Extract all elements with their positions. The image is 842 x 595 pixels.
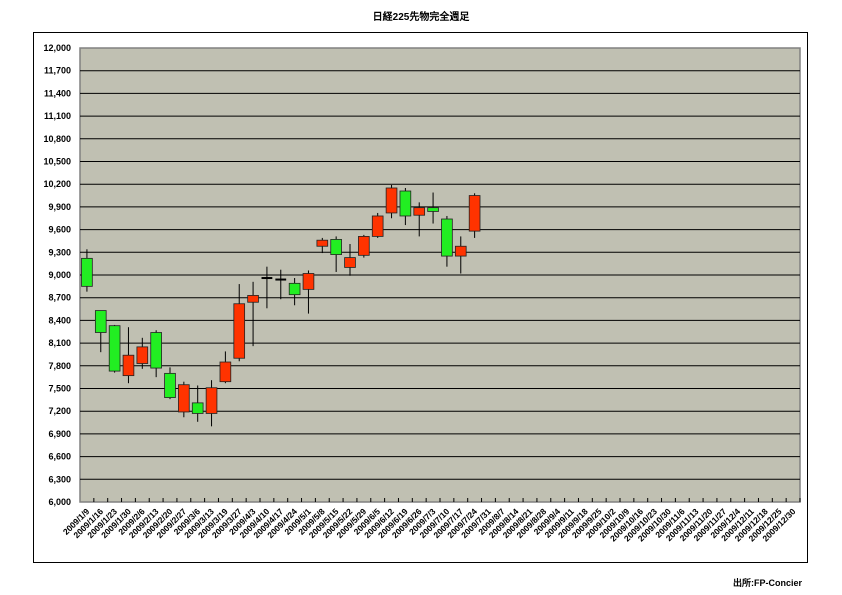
candle-down: [288, 282, 301, 296]
y-tick-label: 7,200: [48, 406, 71, 416]
candle-up: [385, 187, 398, 214]
candle-down: [150, 332, 162, 369]
y-tick-label: 6,900: [48, 429, 71, 439]
candle-up: [233, 303, 246, 359]
y-tick-label: 6,300: [48, 474, 71, 484]
y-tick-label: 11,700: [44, 66, 71, 76]
y-tick-label: 7,800: [48, 361, 71, 371]
candle-down: [164, 372, 176, 398]
y-tick-label: 9,900: [48, 202, 71, 212]
candle-up: [468, 195, 481, 232]
y-tick-label: 6,600: [48, 452, 71, 462]
candle-up: [371, 215, 384, 237]
y-tick-label: 6,000: [48, 497, 71, 507]
source-credit: 出所:FP-Concier: [732, 578, 802, 588]
candle-up: [136, 346, 149, 364]
candle-down: [399, 190, 412, 217]
y-tick-label: 12,000: [43, 43, 71, 53]
y-tick-label: 11,100: [44, 111, 71, 121]
candle-up: [178, 384, 190, 413]
candle-down: [108, 325, 121, 372]
y-tick-label: 10,800: [43, 134, 71, 144]
chart-frame: [33, 32, 808, 563]
candle-down: [191, 402, 204, 414]
y-tick-label: 9,600: [48, 225, 71, 235]
candle-up: [247, 295, 259, 303]
candle-down: [330, 239, 342, 255]
candle-up: [413, 207, 426, 216]
candle-down: [94, 310, 107, 333]
y-tick-label: 8,400: [48, 315, 71, 325]
candle-down: [441, 218, 453, 257]
candle-up: [358, 236, 370, 256]
candle-down: [427, 207, 439, 212]
chart-title: 日経225先物完全週足: [372, 12, 470, 23]
y-tick-label: 11,400: [44, 88, 71, 98]
y-tick-label: 7,500: [48, 384, 71, 394]
candle-up: [344, 257, 356, 268]
y-tick-label: 8,100: [48, 338, 71, 348]
candle-up: [122, 354, 135, 377]
candle-up: [302, 273, 315, 290]
candle-up: [205, 387, 218, 414]
y-tick-label: 9,300: [48, 247, 71, 257]
y-tick-label: 8,700: [48, 293, 71, 303]
candle-up: [219, 361, 232, 383]
y-tick-label: 9,000: [48, 270, 71, 280]
y-tick-label: 10,200: [43, 179, 71, 189]
candle-down: [81, 257, 93, 287]
candle-up: [316, 239, 329, 247]
y-tick-label: 10,500: [43, 157, 71, 167]
candle-up: [454, 245, 467, 257]
